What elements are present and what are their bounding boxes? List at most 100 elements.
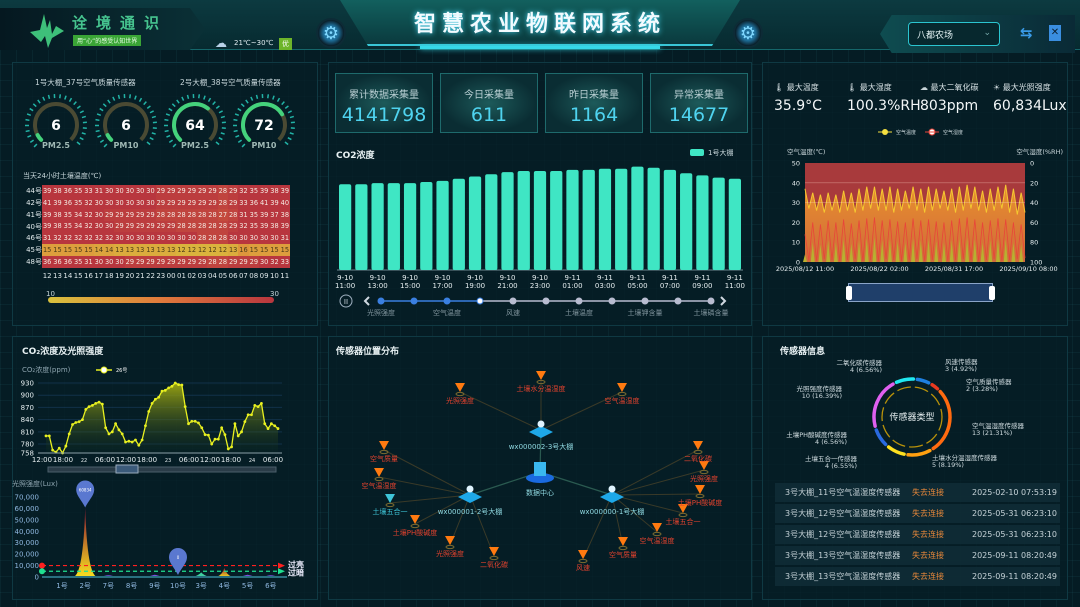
- timeline-step[interactable]: [575, 297, 583, 305]
- bar[interactable]: [550, 171, 563, 270]
- data-point[interactable]: [51, 448, 55, 452]
- data-point[interactable]: [67, 432, 71, 436]
- sensor-node-label[interactable]: 二氧化碳: [684, 455, 712, 463]
- greenhouse-label[interactable]: wx000000-1号大棚: [579, 508, 645, 516]
- data-point[interactable]: [140, 438, 144, 442]
- heatmap-cell[interactable]: 30: [114, 232, 125, 245]
- heatmap-cell[interactable]: 27: [217, 208, 228, 221]
- heatmap-cell[interactable]: 13: [124, 244, 135, 257]
- prev-icon[interactable]: [363, 296, 370, 306]
- heatmap-cell[interactable]: 29: [145, 220, 156, 233]
- heatmap-cell[interactable]: 33: [238, 196, 249, 209]
- heatmap-cell[interactable]: 38: [269, 185, 280, 197]
- data-point[interactable]: [110, 430, 114, 434]
- timeline-step[interactable]: [410, 297, 418, 305]
- timeline-step[interactable]: [377, 297, 385, 305]
- data-zoom-window[interactable]: [115, 464, 139, 474]
- heatmap-cell[interactable]: 32: [83, 208, 94, 221]
- data-point[interactable]: [74, 421, 78, 424]
- data-point[interactable]: [87, 405, 91, 409]
- heatmap-cell[interactable]: 32: [72, 232, 84, 245]
- sensor-node-label[interactable]: 空气质量: [370, 455, 398, 463]
- donut-slice[interactable]: [874, 428, 888, 447]
- heatmap-cell[interactable]: 30: [227, 232, 239, 245]
- data-point[interactable]: [47, 434, 51, 438]
- bar[interactable]: [436, 180, 449, 270]
- heatmap-cell[interactable]: 12: [196, 244, 208, 257]
- heatmap-cell[interactable]: 29: [207, 196, 218, 209]
- donut-slice[interactable]: [894, 377, 916, 385]
- heatmap-cell[interactable]: 28: [165, 208, 177, 221]
- heatmap-cell[interactable]: 15: [83, 244, 94, 257]
- heatmap-cell[interactable]: 29: [186, 196, 197, 209]
- heatmap-cell[interactable]: 29: [186, 256, 197, 268]
- heatmap-cell[interactable]: 30: [258, 256, 270, 268]
- data-point[interactable]: [157, 395, 161, 399]
- heatmap-cell[interactable]: 36: [52, 256, 63, 268]
- sensor-pin-icon[interactable]: [678, 504, 688, 513]
- sensor-pin-icon[interactable]: [652, 523, 662, 532]
- heatmap-cell[interactable]: 28: [207, 232, 218, 245]
- sensor-node-label[interactable]: 空气温湿度: [361, 482, 397, 490]
- data-point[interactable]: [120, 432, 124, 436]
- heatmap-cell[interactable]: 32: [52, 232, 63, 245]
- heatmap-cell[interactable]: 37: [269, 208, 280, 221]
- heatmap-cell[interactable]: 30: [124, 232, 135, 245]
- heatmap-cell[interactable]: 29: [134, 256, 146, 268]
- sensor-info-row[interactable]: 3号大棚_13号空气温湿度传感器 失去连接 2025-09-11 08:20:49: [775, 567, 1060, 586]
- heatmap-cell[interactable]: 32: [83, 196, 94, 209]
- data-point[interactable]: [137, 443, 141, 447]
- data-point[interactable]: [57, 446, 61, 450]
- light-peak[interactable]: [73, 507, 98, 577]
- heatmap-cell[interactable]: 30: [114, 256, 125, 268]
- data-point[interactable]: [64, 444, 68, 448]
- heatmap-cell[interactable]: 29: [196, 256, 208, 268]
- heatmap-cell[interactable]: 34: [72, 208, 84, 221]
- heatmap-cell[interactable]: 29: [227, 256, 239, 268]
- heatmap-cell[interactable]: 12: [217, 244, 228, 257]
- heatmap-cell[interactable]: 15: [52, 244, 63, 257]
- heatmap-cell[interactable]: 30: [93, 196, 104, 209]
- data-point[interactable]: [153, 397, 157, 401]
- heatmap-cell[interactable]: 28: [217, 185, 228, 197]
- data-point[interactable]: [216, 437, 220, 441]
- data-point[interactable]: [197, 421, 200, 425]
- heatmap-cell[interactable]: 12: [186, 244, 197, 257]
- heatmap-cell[interactable]: 39: [52, 196, 63, 209]
- heatmap-cell[interactable]: 29: [196, 185, 208, 197]
- sensor-info-row[interactable]: 3号大棚_12号空气温湿度传感器 失去连接 2025-05-31 06:23:10: [775, 525, 1060, 544]
- heatmap-cell[interactable]: 31: [83, 256, 94, 268]
- data-point[interactable]: [100, 402, 104, 406]
- heatmap-cell[interactable]: 38: [52, 220, 63, 233]
- data-point[interactable]: [150, 401, 154, 405]
- visual-map-bar[interactable]: [48, 297, 274, 303]
- heatmap-cell[interactable]: 29: [134, 208, 146, 221]
- sensor-node-label[interactable]: 二氧化碳: [480, 561, 508, 569]
- heatmap-cell[interactable]: 30: [186, 232, 197, 245]
- heatmap-cell[interactable]: 29: [124, 220, 135, 233]
- bar[interactable]: [598, 168, 612, 270]
- heatmap-cell[interactable]: 30: [145, 196, 156, 209]
- sensor-pin-icon[interactable]: [536, 371, 546, 380]
- heatmap-cell[interactable]: 15: [269, 244, 280, 257]
- heatmap-cell[interactable]: 13: [134, 244, 146, 257]
- heatmap-cell[interactable]: 39: [279, 220, 290, 233]
- data-point[interactable]: [236, 434, 240, 438]
- next-icon[interactable]: [720, 296, 727, 306]
- heatmap-cell[interactable]: 29: [103, 208, 115, 221]
- heatmap-cell[interactable]: 29: [186, 185, 197, 197]
- data-point[interactable]: [91, 403, 94, 407]
- heatmap-cell[interactable]: 29: [227, 220, 239, 233]
- data-point[interactable]: [223, 433, 227, 437]
- data-point[interactable]: [187, 422, 190, 426]
- heatmap-cell[interactable]: 28: [217, 232, 228, 245]
- heatmap-cell[interactable]: 29: [238, 256, 249, 268]
- heatmap-cell[interactable]: 29: [134, 220, 146, 233]
- heatmap-cell[interactable]: 38: [269, 220, 280, 233]
- heatmap-cell[interactable]: 28: [196, 220, 208, 233]
- sensor-pin-icon[interactable]: [410, 515, 420, 524]
- clipboard-delete-icon[interactable]: ✕: [1049, 25, 1061, 41]
- bar[interactable]: [728, 178, 741, 270]
- timeline-step[interactable]: [608, 297, 616, 305]
- sensor-info-row[interactable]: 3号大棚_11号空气温湿度传感器 失去连接 2025-02-10 07:53:19: [775, 483, 1060, 502]
